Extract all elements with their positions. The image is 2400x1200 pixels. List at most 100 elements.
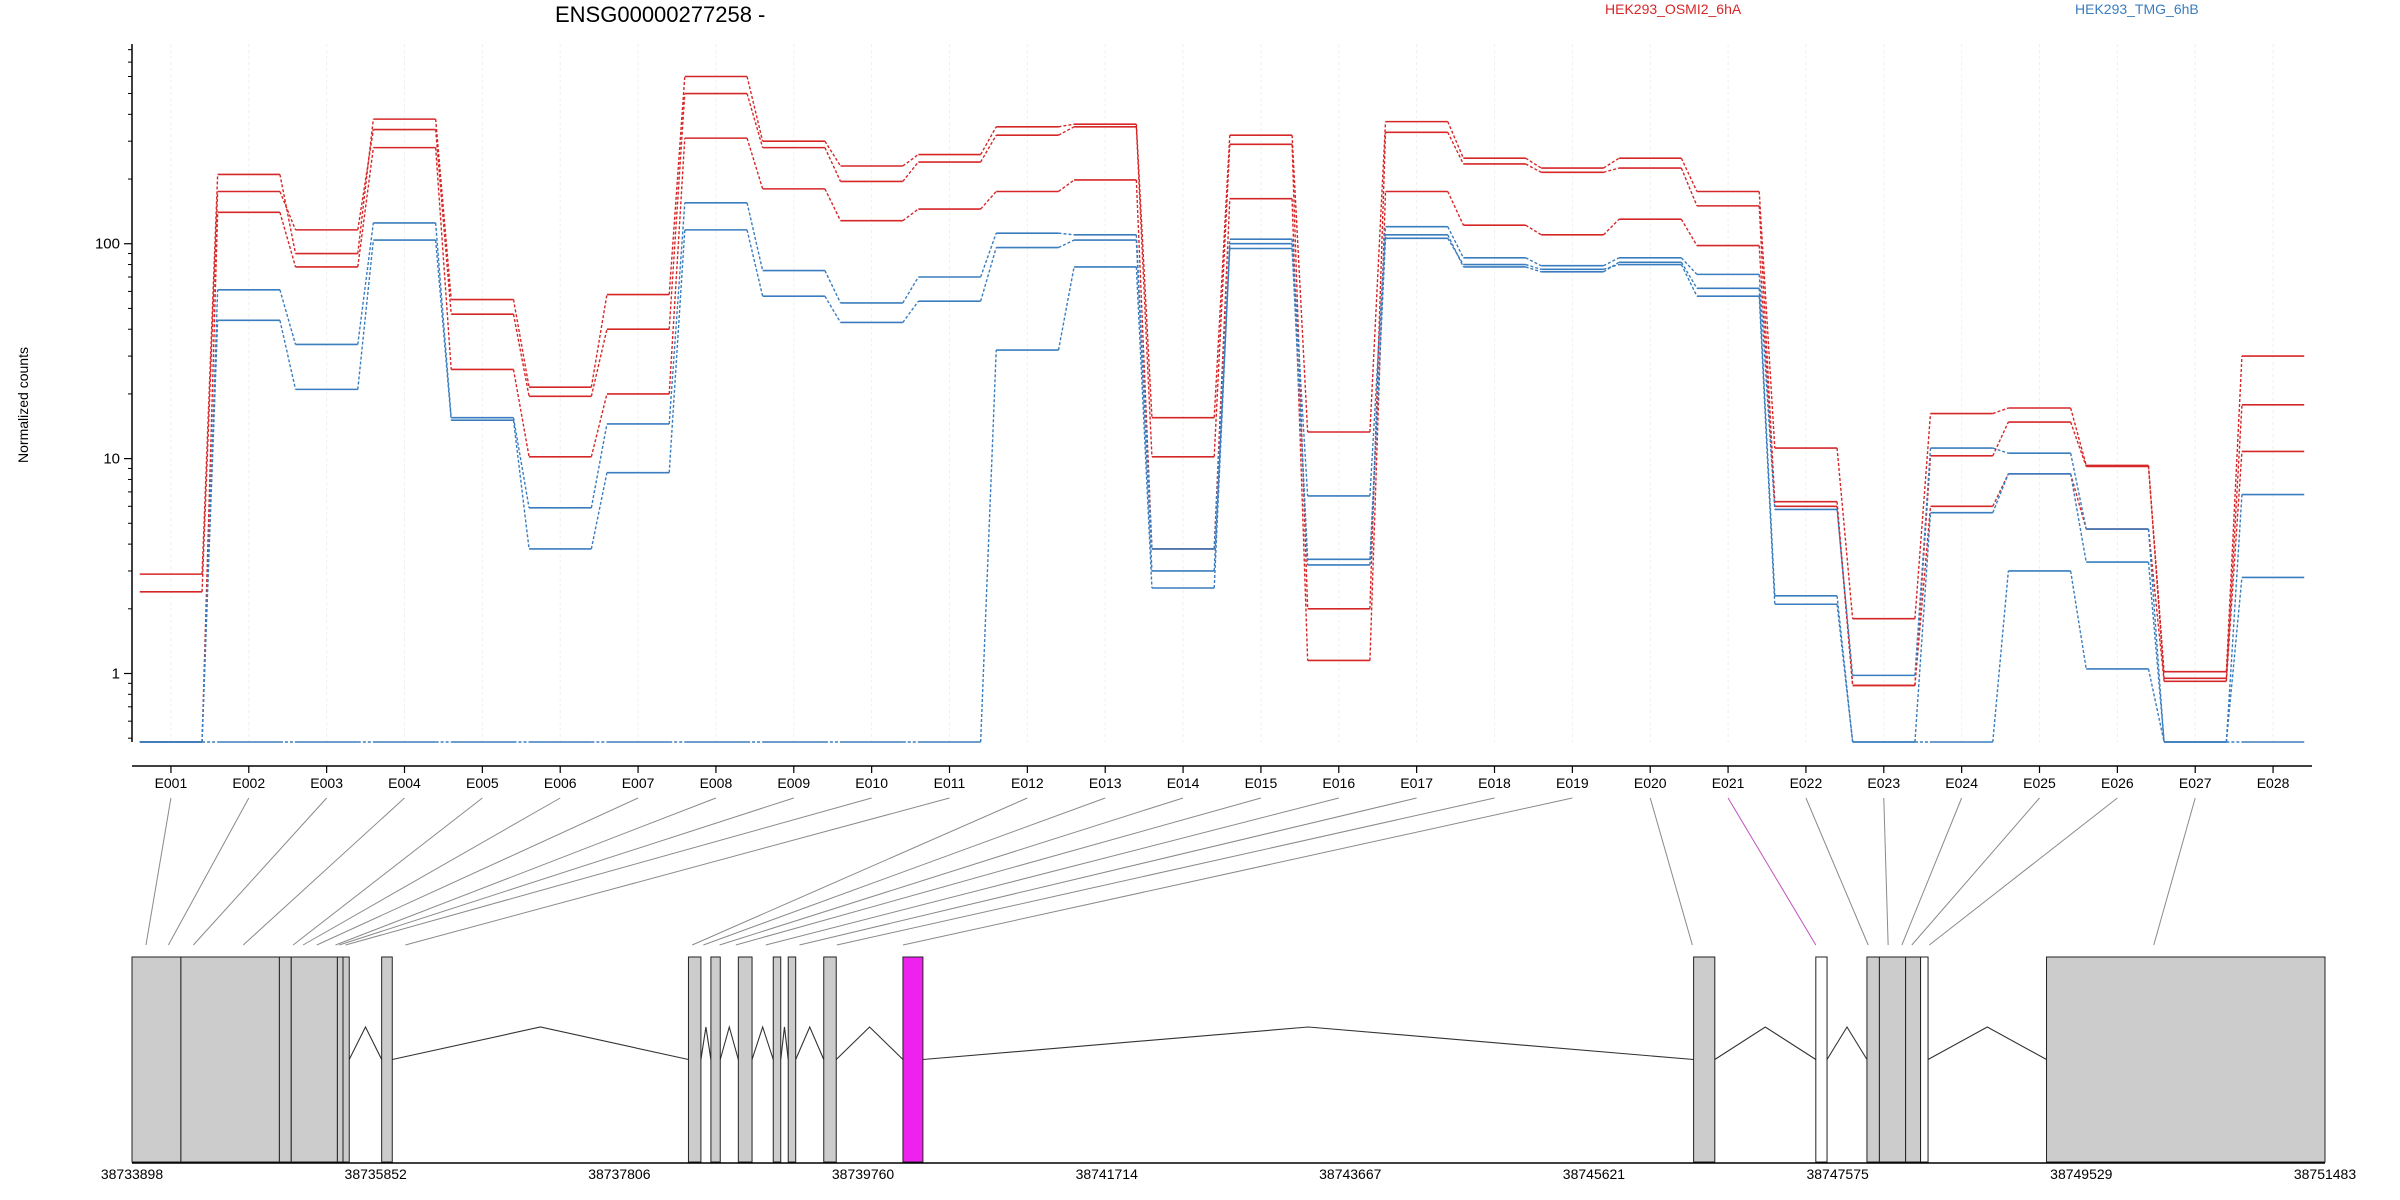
exon-box-7 (687, 956, 702, 1163)
y-tick-label-1: 1 (112, 666, 120, 683)
series-1-connector (824, 147, 842, 182)
exon-connector-e026 (1928, 797, 2118, 946)
x-tick-label-e024: E024 (1945, 775, 1978, 791)
gene-title: ENSG00000277258 - (555, 2, 766, 27)
x-tick-label-e003: E003 (310, 775, 343, 791)
series-4-connector (2147, 562, 2165, 743)
exon-connector-e019 (902, 797, 1573, 946)
series-1-connector (590, 329, 608, 397)
genomic-tick-label-2: 38737806 (588, 1166, 651, 1182)
x-tick-label-e014: E014 (1167, 775, 1200, 791)
series-2-connector (1058, 179, 1075, 193)
series-5-connector (1525, 263, 1542, 271)
exon-box-18 (1905, 956, 1922, 1163)
x-tick-label-e012: E012 (1011, 775, 1044, 791)
series-0-connector (1525, 157, 1542, 169)
series-1-connector (1058, 126, 1075, 136)
intron-10 (1826, 1025, 1868, 1060)
x-tick-label-e004: E004 (388, 775, 421, 791)
series-4-connector (1058, 239, 1075, 249)
series-1-connector (434, 129, 452, 315)
series-3-connector (434, 222, 452, 418)
series-0-connector (1058, 123, 1075, 128)
x-tick-label-e010: E010 (855, 775, 888, 791)
exon-box-10 (772, 956, 782, 1163)
series-3-connector (1525, 257, 1542, 267)
series-1-connector (1447, 131, 1464, 165)
exon-connector-e013 (703, 797, 1106, 946)
series-4-connector (1992, 473, 2010, 513)
series-3-hek293-tmg-6hb (139, 202, 2305, 743)
series-0-connector (434, 119, 452, 300)
series-4-connector (1914, 512, 1932, 743)
exon-box-2 (278, 956, 292, 1163)
series-1-connector (1680, 167, 1698, 207)
intron-9 (1714, 1026, 1817, 1060)
genomic-tick-label-5: 38743667 (1319, 1166, 1382, 1182)
series-0-connector (1213, 135, 1231, 418)
exon-connector-e023 (1883, 797, 1889, 946)
series-2-connector (1680, 218, 1698, 246)
series-3-connector (279, 289, 297, 345)
x-tick-label-e001: E001 (155, 775, 188, 791)
series-1-connector (1603, 167, 1620, 173)
series-4-connector (590, 472, 608, 550)
exon-connector-e012 (691, 797, 1028, 946)
x-tick-label-e027: E027 (2179, 775, 2212, 791)
series-3-connector (746, 202, 764, 271)
series-2-connector (1291, 198, 1309, 661)
series-2-connector (434, 147, 452, 370)
series-0-connector (279, 174, 297, 254)
series-2-connector (512, 369, 530, 457)
intron-8 (922, 1026, 1694, 1061)
series-4-connector (979, 247, 997, 302)
series-0-connector (1992, 407, 2009, 415)
series-1-connector (1369, 132, 1387, 609)
series-2-connector (201, 212, 219, 743)
series-5-connector (1758, 296, 1776, 605)
exon-connector-e009 (339, 797, 794, 946)
x-tick-label-e018: E018 (1478, 775, 1511, 791)
exon-connector-e015 (735, 797, 1262, 946)
x-tick-label-e028: E028 (2257, 775, 2290, 791)
series-5-connector (1057, 266, 1075, 351)
series-0-connector (2069, 407, 2087, 466)
exon-box-19 (1920, 956, 1929, 1163)
series-3-connector (1603, 257, 1620, 267)
series-0-connector (512, 299, 530, 388)
genomic-tick-label-4: 38741714 (1076, 1166, 1139, 1182)
series-0-connector (357, 119, 375, 254)
x-tick-label-e002: E002 (232, 775, 265, 791)
series-3-connector (1291, 239, 1309, 497)
exon-box-11 (787, 956, 797, 1163)
series-4-connector (434, 240, 452, 421)
exon-connector-e018 (836, 797, 1495, 946)
series-3-connector (979, 232, 997, 278)
exon-connector-e008 (335, 797, 717, 946)
exon-box-0 (131, 956, 182, 1163)
series-3-connector (902, 276, 919, 304)
legend-entry-osmi2: HEK293_OSMI2_6hA (1605, 1, 1742, 17)
series-1-connector (1992, 421, 2009, 457)
exon-connector-e003 (192, 797, 328, 946)
x-tick-label-e009: E009 (777, 775, 810, 791)
series-1-connector (2069, 421, 2087, 467)
intron-5 (780, 1026, 789, 1060)
series-1-connector (2225, 404, 2243, 679)
series-3-connector (1213, 239, 1231, 549)
series-0-connector (668, 76, 686, 295)
exon-connector-e005 (292, 797, 483, 946)
series-3-connector (1680, 257, 1698, 275)
x-tick-label-e008: E008 (700, 775, 733, 791)
series-2-connector (902, 208, 919, 222)
intron-3 (719, 1024, 739, 1060)
series-0-connector (2225, 356, 2243, 672)
series-5-connector (2069, 570, 2087, 670)
series-1-connector (2147, 466, 2165, 679)
series-1-connector (1525, 163, 1542, 173)
series-1-connector (512, 314, 530, 397)
series-3-connector (1058, 232, 1075, 236)
intron-0 (348, 1025, 383, 1060)
exon-connector-e010 (345, 797, 872, 946)
